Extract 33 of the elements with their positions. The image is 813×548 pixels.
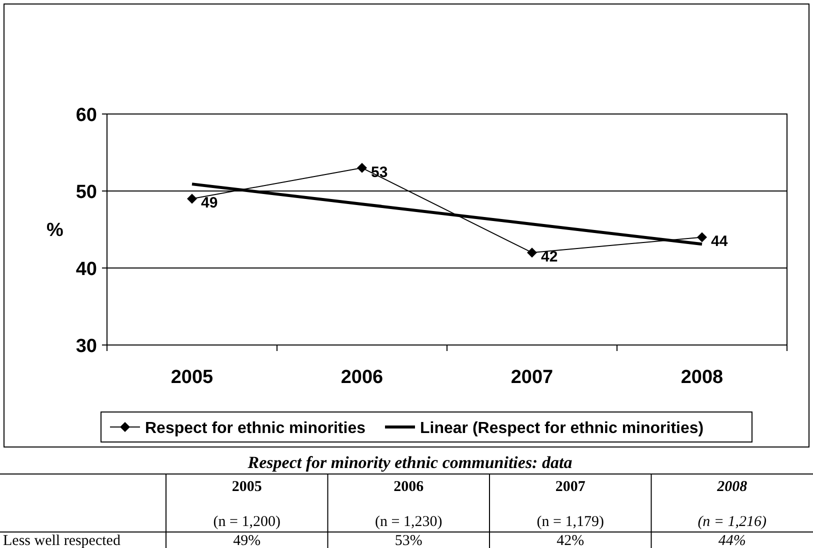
y-tick-label: 40: [76, 259, 97, 280]
data-label: 49: [201, 194, 218, 212]
text: Respect for minority ethnic communities: data: [246, 453, 573, 472]
y-axis-title: %: [46, 220, 64, 241]
legend-label: Respect for ethnic minorities: [145, 420, 366, 437]
text: 49%: [233, 533, 261, 548]
text: (n = 1,179): [536, 514, 604, 530]
legend-label: Linear (Respect for ethnic minorities): [420, 420, 704, 437]
data-label: 53: [371, 164, 388, 181]
x-tick-label: 2007: [510, 367, 554, 388]
text: (n = 1,216): [698, 514, 767, 530]
y-tick-label: 30: [76, 336, 97, 357]
point: [527, 248, 537, 258]
point: [697, 232, 707, 242]
text: (n = 1,230): [375, 514, 442, 530]
x-tick-label: 2006: [340, 367, 384, 388]
category-label: 2007: [555, 479, 586, 495]
category-label: 2006: [394, 479, 424, 495]
text: Less well respected: [3, 533, 121, 548]
point: [187, 194, 197, 204]
y-tick-label: 60: [76, 105, 97, 126]
category-label: 2005: [232, 479, 262, 495]
point: [357, 162, 367, 173]
y-tick-label: 50: [76, 182, 97, 203]
category-label: 2008: [717, 479, 748, 495]
text: 42%: [556, 533, 584, 548]
data-label: 44: [711, 233, 728, 250]
data-label: 42: [541, 248, 558, 266]
text: 53%: [394, 533, 422, 548]
x-tick-label: 2008: [680, 367, 724, 388]
text: 44%: [718, 533, 746, 548]
text: (n = 1,200): [213, 514, 280, 530]
x-tick-label: 2005: [170, 367, 214, 388]
